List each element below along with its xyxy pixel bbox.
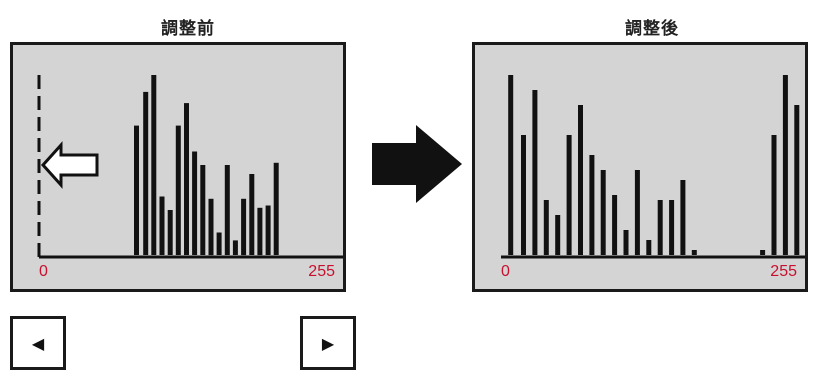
title-before: 調整前 bbox=[161, 19, 215, 39]
histogram-bar bbox=[760, 250, 766, 255]
axis-min-label-before: 0 bbox=[39, 263, 48, 280]
next-triangle-icon: ▶ bbox=[321, 333, 335, 353]
histogram-bar bbox=[782, 75, 788, 255]
histogram-after-panel: 0 255 bbox=[472, 42, 808, 292]
histogram-bar bbox=[241, 198, 247, 256]
histogram-bar bbox=[265, 205, 271, 255]
prev-triangle-icon: ◀ bbox=[31, 333, 45, 353]
histogram-bar bbox=[634, 170, 640, 255]
histogram-bar bbox=[224, 165, 230, 255]
histogram-bar bbox=[555, 215, 561, 255]
title-after: 調整後 bbox=[625, 19, 679, 39]
axis-min-label-after: 0 bbox=[501, 263, 510, 280]
histogram-bar bbox=[532, 90, 538, 255]
histogram-bar bbox=[771, 135, 777, 255]
histogram-bar bbox=[543, 200, 549, 255]
histogram-bar bbox=[623, 230, 629, 255]
histogram-bar bbox=[192, 151, 198, 255]
histogram-bar bbox=[657, 200, 663, 255]
histogram-bar bbox=[589, 155, 595, 255]
histogram-bar bbox=[669, 200, 675, 255]
prev-button[interactable]: ◀ bbox=[10, 316, 66, 370]
histogram-bar bbox=[508, 75, 514, 255]
histogram-bar bbox=[257, 207, 263, 256]
histogram-bar bbox=[521, 135, 526, 255]
histogram-bar bbox=[646, 240, 652, 255]
histogram-bar bbox=[159, 196, 165, 255]
histogram-bar bbox=[249, 174, 255, 255]
left-arrow-icon bbox=[40, 141, 99, 189]
histogram-after-chart bbox=[501, 75, 805, 259]
histogram-bar bbox=[167, 210, 173, 255]
histogram-before-chart bbox=[37, 75, 343, 259]
histogram-bar bbox=[566, 135, 572, 255]
histogram-bar bbox=[612, 195, 618, 255]
histogram-bar bbox=[691, 250, 697, 255]
histogram-bar bbox=[216, 232, 222, 255]
next-button[interactable]: ▶ bbox=[300, 316, 356, 370]
histogram-bar bbox=[175, 125, 181, 255]
histogram-bar bbox=[184, 103, 189, 255]
histogram-bar bbox=[273, 162, 279, 255]
histogram-bar bbox=[578, 105, 583, 255]
histogram-bar bbox=[600, 170, 606, 255]
histogram-bar bbox=[134, 125, 139, 255]
histogram-bar bbox=[200, 165, 206, 255]
histogram-bar bbox=[208, 198, 214, 256]
histogram-bar bbox=[151, 75, 157, 255]
axis-max-label-before: 255 bbox=[308, 263, 335, 280]
axis-max-label-after: 255 bbox=[770, 263, 797, 280]
histogram-bar bbox=[143, 91, 149, 256]
histogram-bar bbox=[680, 180, 686, 255]
histogram-before-panel: 0 255 bbox=[10, 42, 346, 292]
histogram-bar bbox=[794, 105, 800, 255]
histogram-bar bbox=[232, 240, 238, 255]
right-arrow-icon bbox=[372, 125, 462, 203]
